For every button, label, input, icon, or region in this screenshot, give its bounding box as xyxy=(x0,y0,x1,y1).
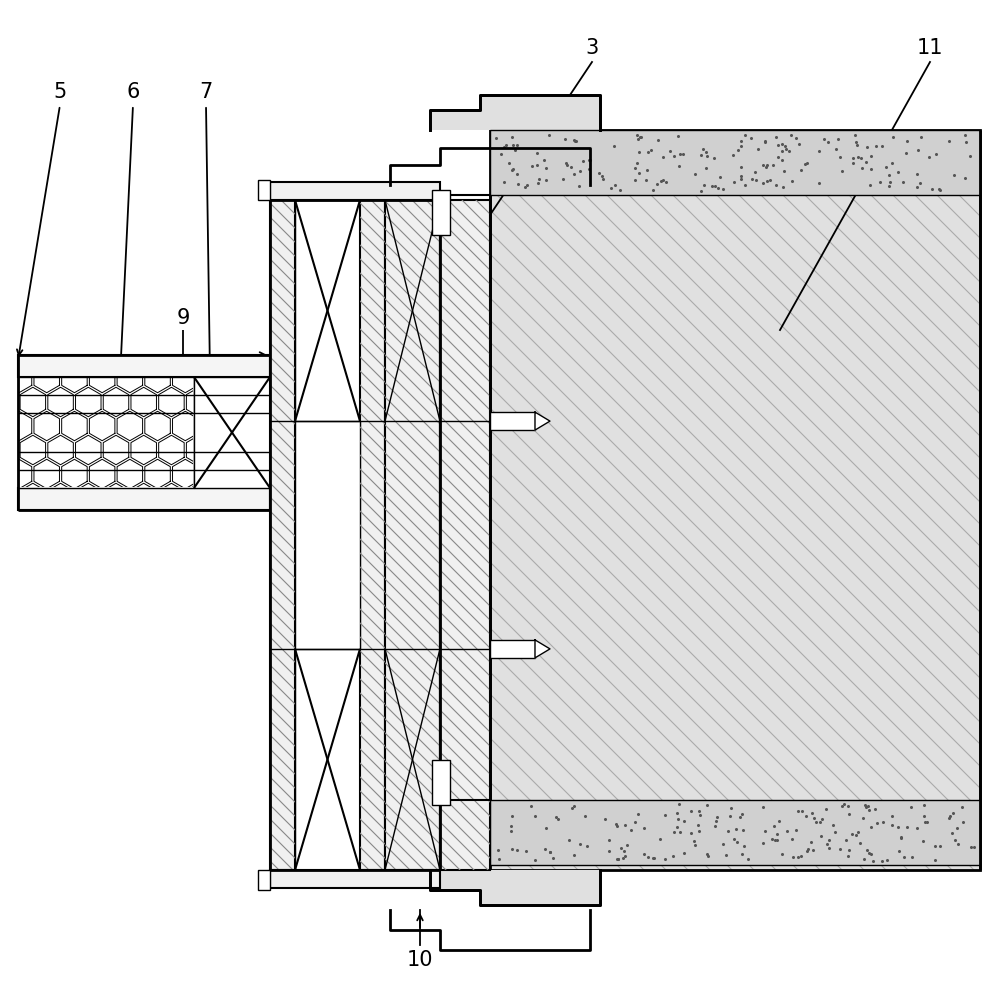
Bar xyxy=(258,870,270,890)
Text: 6: 6 xyxy=(126,82,140,102)
Text: 3: 3 xyxy=(586,38,599,58)
Bar xyxy=(270,870,440,888)
Text: 10: 10 xyxy=(407,950,433,970)
Bar xyxy=(18,355,270,377)
Bar xyxy=(360,200,385,870)
Bar xyxy=(295,200,360,870)
Polygon shape xyxy=(535,412,550,430)
Bar xyxy=(490,130,980,870)
Bar xyxy=(18,488,270,510)
Bar xyxy=(432,190,450,235)
Bar xyxy=(385,200,440,870)
Bar xyxy=(490,412,535,430)
Text: 8: 8 xyxy=(176,455,189,475)
Bar xyxy=(490,640,535,658)
Text: 11: 11 xyxy=(917,38,944,58)
Bar xyxy=(194,377,270,488)
Bar xyxy=(295,421,360,649)
Text: 7: 7 xyxy=(199,82,213,102)
Text: 5: 5 xyxy=(53,82,67,102)
Bar xyxy=(270,200,295,870)
Bar xyxy=(18,377,194,488)
Text: 9: 9 xyxy=(176,308,189,328)
Bar xyxy=(270,182,440,200)
Bar xyxy=(490,130,980,870)
Bar xyxy=(440,200,490,870)
Bar xyxy=(258,180,270,200)
Polygon shape xyxy=(535,640,550,658)
Polygon shape xyxy=(430,95,600,130)
Bar xyxy=(490,800,980,865)
Bar xyxy=(432,760,450,805)
Bar xyxy=(490,130,980,195)
Polygon shape xyxy=(430,870,600,905)
